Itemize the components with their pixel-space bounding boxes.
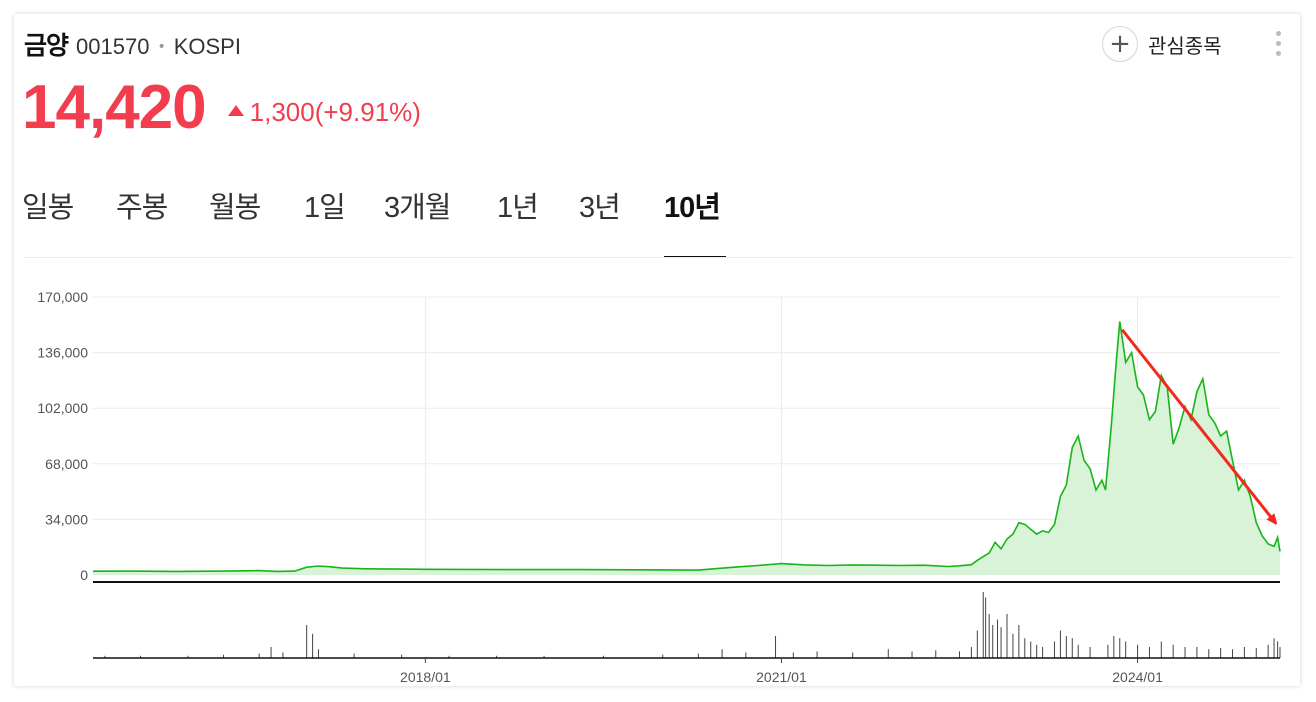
y-tick-label: 136,000 xyxy=(37,345,88,361)
stock-title: 금양 001570 • KOSPI xyxy=(24,26,241,62)
downtrend-arrow xyxy=(1120,328,1274,521)
x-tick-label: 2021/01 xyxy=(756,669,807,685)
y-tick-label: 34,000 xyxy=(45,511,88,527)
price-change: 1,300(+9.91%) xyxy=(227,97,421,128)
tab-label: 1년 xyxy=(497,192,539,224)
y-tick-label: 68,000 xyxy=(45,456,88,472)
tab-label: 3개월 xyxy=(384,192,451,224)
price-change-value: 1,300(+9.91%) xyxy=(249,97,421,127)
x-tick-label: 2024/01 xyxy=(1112,669,1163,685)
tab-label: 일봉 xyxy=(22,192,74,224)
current-price: 14,420 xyxy=(22,73,207,142)
y-tick-label: 0 xyxy=(80,567,88,583)
plus-icon: + xyxy=(1102,26,1138,62)
tab-10years[interactable]: 10년 xyxy=(664,180,726,258)
quote-row: 14,420 1,300(+9.91%) xyxy=(22,72,421,143)
price-line xyxy=(92,321,1281,573)
tab-label: 월봉 xyxy=(209,192,261,224)
period-tabs: 일봉 주봉 월봉 1일 3개월 1년 3년 10년 xyxy=(22,180,1292,258)
market-label: KOSPI xyxy=(173,34,241,59)
tab-label: 1일 xyxy=(304,192,346,224)
x-tick-label: 2018/01 xyxy=(400,669,451,685)
y-tick-label: 170,000 xyxy=(37,289,88,305)
up-triangle-icon xyxy=(227,105,244,116)
price-area-fill xyxy=(93,321,1280,575)
more-vertical-icon[interactable] xyxy=(1268,28,1288,60)
tab-label: 주봉 xyxy=(116,192,168,224)
tab-label: 3년 xyxy=(579,192,621,224)
separator-dot: • xyxy=(157,39,166,55)
tabs-divider xyxy=(24,257,1294,258)
add-favorite-button[interactable]: + 관심종목 xyxy=(1102,26,1222,62)
stock-code: 001570 xyxy=(76,34,150,59)
favorite-label: 관심종목 xyxy=(1148,33,1222,58)
stock-name: 금양 xyxy=(24,31,69,60)
tab-label: 10년 xyxy=(664,192,721,224)
y-tick-label: 102,000 xyxy=(37,400,88,416)
